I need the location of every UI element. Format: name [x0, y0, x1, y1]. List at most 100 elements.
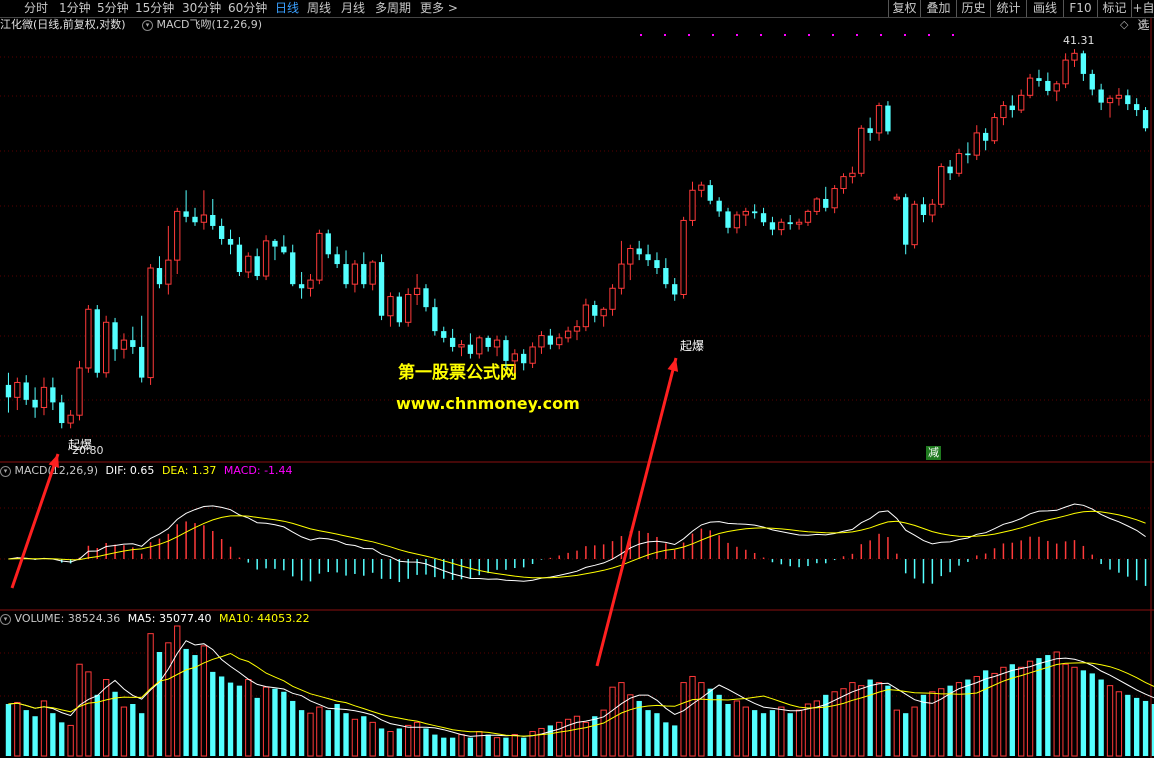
volume-bar [600, 709, 607, 757]
ma5-line [8, 640, 1154, 737]
period-tab[interactable]: 月线 [341, 1, 366, 15]
toolbar-button[interactable]: 叠加 [920, 0, 956, 17]
volume-bar [147, 633, 154, 757]
candle-body [254, 256, 260, 277]
settings-icon[interactable]: ⊙ [1138, 18, 1148, 31]
volume-bar [672, 725, 678, 756]
volume-bar [405, 724, 412, 757]
volume-bar [369, 721, 376, 757]
period-tab[interactable]: 5分钟 [97, 1, 129, 15]
toolbar-button[interactable]: 画线 [1026, 0, 1063, 17]
ma10-value: MA10: 44053.22 [218, 612, 310, 625]
volume-bar [192, 655, 198, 756]
candle-body [1134, 104, 1140, 111]
volume-bar [396, 728, 402, 756]
ma10-line [8, 652, 1154, 737]
volume-bar [991, 672, 998, 757]
volume-bar [503, 737, 509, 756]
volume-bar [965, 679, 971, 756]
volume-bar [920, 694, 927, 756]
volume-bar [609, 686, 616, 757]
candle-body [582, 304, 590, 328]
candle-body [521, 353, 527, 364]
candle-body [147, 267, 154, 379]
volume-bar [476, 731, 483, 757]
candle-body [813, 198, 821, 212]
toolbar-button[interactable]: +自选 [1131, 0, 1154, 32]
signal-dot [808, 34, 810, 36]
volume-bar [351, 718, 359, 757]
volume-bar [236, 685, 243, 756]
period-tab[interactable]: 周线 [307, 1, 332, 15]
volume-bar [67, 724, 74, 757]
candle-body [680, 219, 687, 295]
candle-body [609, 287, 616, 310]
volume-bar [5, 704, 12, 756]
toolbar-button[interactable]: F10 [1063, 0, 1097, 17]
period-tab[interactable]: 更多 > [420, 1, 458, 15]
candle-body [485, 337, 491, 347]
candle-body [423, 288, 429, 308]
candle-body [236, 244, 243, 273]
candle-body [778, 221, 785, 231]
period-tab[interactable]: 分时 [24, 1, 49, 15]
volume-bar [343, 713, 349, 756]
signal-dot [784, 34, 786, 36]
candle-body [262, 240, 270, 277]
arrow-line [595, 357, 678, 667]
volume-bar [94, 694, 100, 756]
candle-body [1018, 94, 1025, 111]
volume-bar [903, 713, 909, 756]
diamond-icon[interactable]: ◇ [1120, 18, 1129, 31]
candle-body [94, 309, 100, 373]
toolbar-button[interactable]: 统计 [990, 0, 1026, 17]
candle-body [405, 293, 412, 323]
watermark-url: www.chnmoney.com [396, 394, 580, 413]
candle-body [947, 166, 953, 174]
period-tab[interactable]: 60分钟 [228, 1, 268, 15]
period-tab[interactable]: 15分钟 [135, 1, 175, 15]
volume-bar [325, 710, 331, 756]
watermark-title: 第一股票公式网 [398, 363, 517, 383]
candle-body [467, 344, 474, 354]
volume-bar [316, 706, 323, 757]
candle-body [1080, 53, 1087, 74]
volume-bar [1089, 673, 1095, 756]
volume-bar [1106, 685, 1114, 757]
toolbar-button[interactable]: 复权 [888, 0, 920, 17]
candle-body [618, 263, 625, 289]
candle-body [795, 221, 803, 225]
volume-bar [636, 700, 642, 756]
volume-bar [1080, 670, 1087, 756]
period-tab[interactable]: 多周期 [375, 1, 412, 15]
candle-body [538, 335, 545, 348]
period-tab[interactable]: 日线 [275, 1, 300, 15]
volume-bar [627, 694, 634, 757]
candle-body [32, 399, 38, 408]
candle-body [298, 284, 305, 289]
period-tab[interactable]: 1分钟 [59, 1, 91, 15]
volume-bar [50, 713, 56, 756]
volume-bar [449, 737, 456, 756]
toolbar-button[interactable]: 历史 [956, 0, 990, 17]
period-tab[interactable]: 30分钟 [182, 1, 222, 15]
candle-body [804, 210, 812, 223]
volume-bar [307, 712, 314, 757]
toolbar-button[interactable]: 标记 [1097, 0, 1131, 17]
indicator-label: MACD飞吻(12,26,9) [156, 18, 263, 31]
candle-body [325, 233, 331, 255]
volume-bar [982, 670, 989, 756]
volume-bar [813, 700, 821, 757]
volume-bar [210, 671, 216, 756]
candle-body [1053, 83, 1060, 92]
volume-bar [40, 700, 48, 757]
candle-body [547, 335, 554, 345]
candle-body [1062, 59, 1069, 85]
volume-bar [1142, 700, 1149, 756]
volume-bar [183, 648, 189, 756]
volume-bar [725, 704, 731, 756]
indicator-selector[interactable]: ▾ MACD飞吻(12,26,9) [142, 18, 262, 32]
candle-body [174, 210, 181, 261]
dea-line [8, 510, 1146, 579]
